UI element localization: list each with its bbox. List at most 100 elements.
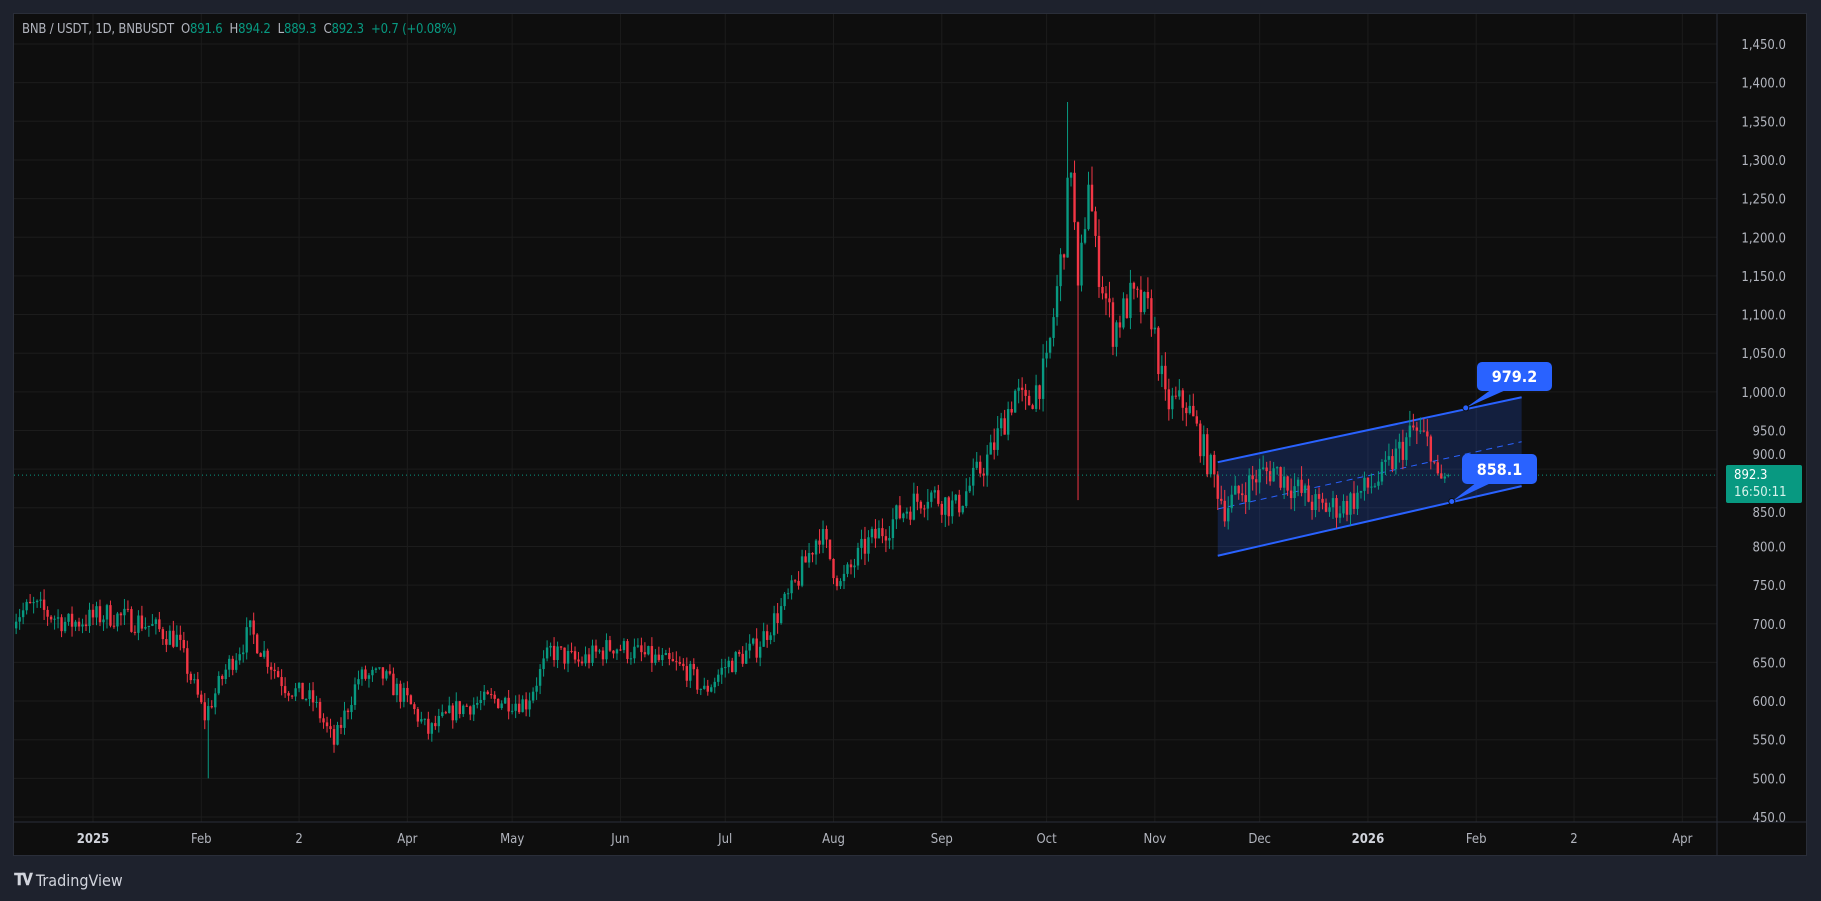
- candle-body: [1013, 390, 1017, 413]
- candle-body: [538, 669, 542, 686]
- time-tick-label: 2: [295, 832, 302, 847]
- candle-body: [210, 706, 213, 708]
- candle-body: [517, 703, 521, 713]
- candle-body: [1254, 479, 1258, 483]
- candle-body: [1261, 467, 1265, 469]
- candle-body: [1216, 474, 1219, 499]
- candle-body: [437, 715, 441, 727]
- candle-body: [804, 556, 807, 563]
- lower-channel-price-label[interactable]: 858.1: [1462, 454, 1537, 484]
- candle-body: [500, 703, 503, 709]
- close-value: 892.3: [331, 22, 364, 37]
- candle-body: [1160, 365, 1164, 375]
- candle-body: [1310, 501, 1314, 511]
- candle-body: [46, 609, 49, 617]
- candle-body: [755, 638, 758, 658]
- candle-body: [458, 701, 461, 715]
- candle-body: [1342, 501, 1345, 514]
- candle-body: [1234, 485, 1237, 495]
- candle-body: [835, 578, 839, 587]
- upper-channel-price-label[interactable]: 979.2: [1477, 362, 1552, 391]
- brand-name: TradingView: [35, 870, 123, 890]
- candle-body: [636, 645, 640, 647]
- candle-body: [1178, 390, 1181, 397]
- candle-body: [919, 501, 923, 509]
- candle-body: [696, 669, 699, 690]
- candle-body: [1363, 477, 1366, 491]
- candle-body: [144, 626, 147, 629]
- candle-body: [297, 682, 301, 689]
- candle-body: [462, 705, 465, 715]
- price-axis[interactable]: 1,450.0 1,400.0 1,350.0 1,300.0 1,250.0 1,200…: [1741, 38, 1786, 826]
- time-axis[interactable]: 2025 Feb 2 Apr May Jun Jul Aug Sep Oct Nov Dec 2026 F…: [77, 832, 1693, 847]
- candle-body: [888, 537, 891, 541]
- candle-body: [720, 667, 723, 675]
- candle-body: [769, 635, 772, 640]
- candle-body: [1247, 475, 1251, 503]
- candle-body: [252, 620, 255, 635]
- symbol-title[interactable]: BNB / USDT, 1D, BNBUSDT: [22, 22, 174, 37]
- candle-body: [765, 631, 769, 640]
- candle-body: [1268, 471, 1272, 482]
- candle-body: [1349, 493, 1352, 515]
- candle-body: [228, 658, 231, 670]
- candle-body: [1003, 418, 1006, 435]
- candle-body: [70, 613, 74, 627]
- candle-body: [116, 613, 119, 627]
- candle-body: [965, 491, 968, 506]
- candle-body: [196, 679, 199, 695]
- candle-body: [594, 645, 598, 652]
- tradingview-branding[interactable]: 𝐓𝐕 TradingView: [14, 870, 123, 890]
- candle-body: [1289, 490, 1293, 499]
- channel-lower-line: [1217, 485, 1522, 557]
- time-tick-label: Nov: [1143, 832, 1166, 847]
- candle-body: [56, 617, 60, 619]
- candle-body: [1307, 485, 1310, 502]
- candle-body: [814, 540, 818, 555]
- candle-body: [483, 691, 486, 700]
- candle-body: [531, 691, 535, 701]
- candle-body: [1195, 416, 1198, 424]
- candle-body: [573, 651, 577, 660]
- candle-body: [105, 605, 109, 620]
- candle-body: [175, 634, 179, 647]
- candle-body: [828, 539, 832, 559]
- candle-body: [685, 666, 689, 681]
- candle-body: [1240, 493, 1244, 496]
- candle-body: [496, 698, 500, 709]
- candle-body: [1181, 390, 1185, 408]
- candle-body: [1331, 498, 1335, 508]
- candle-body: [961, 505, 964, 513]
- candle-body: [1024, 389, 1027, 396]
- candle-body: [1293, 486, 1296, 499]
- candle-body: [727, 660, 730, 668]
- candle-body: [1244, 495, 1247, 503]
- candle-body: [654, 654, 657, 663]
- candle-body: [954, 494, 957, 501]
- candle-body: [1146, 292, 1150, 299]
- candle-body: [524, 699, 528, 710]
- price-tick-label: 1,200.0: [1741, 231, 1786, 246]
- candle-body: [1052, 317, 1055, 338]
- candle-body: [839, 581, 842, 587]
- candle-body: [109, 605, 112, 626]
- candle-body: [346, 710, 350, 713]
- parallel-channel[interactable]: [1217, 396, 1522, 557]
- candle-body: [1366, 477, 1370, 488]
- candle-body: [1230, 494, 1233, 509]
- candle-body: [758, 646, 762, 658]
- candle-body: [25, 601, 28, 611]
- candle-body: [874, 528, 877, 539]
- candle-body: [741, 653, 744, 664]
- callout-anchor-point: [1448, 498, 1456, 506]
- candle-body: [926, 501, 930, 509]
- candle-body: [214, 693, 217, 708]
- candle-body: [416, 709, 420, 722]
- candle-body: [615, 649, 619, 654]
- time-tick-label: Apr: [397, 832, 417, 847]
- candle-body: [863, 538, 867, 554]
- chart-pane[interactable]: [13, 13, 1807, 856]
- candle-body: [367, 675, 371, 679]
- candle-body: [605, 640, 608, 660]
